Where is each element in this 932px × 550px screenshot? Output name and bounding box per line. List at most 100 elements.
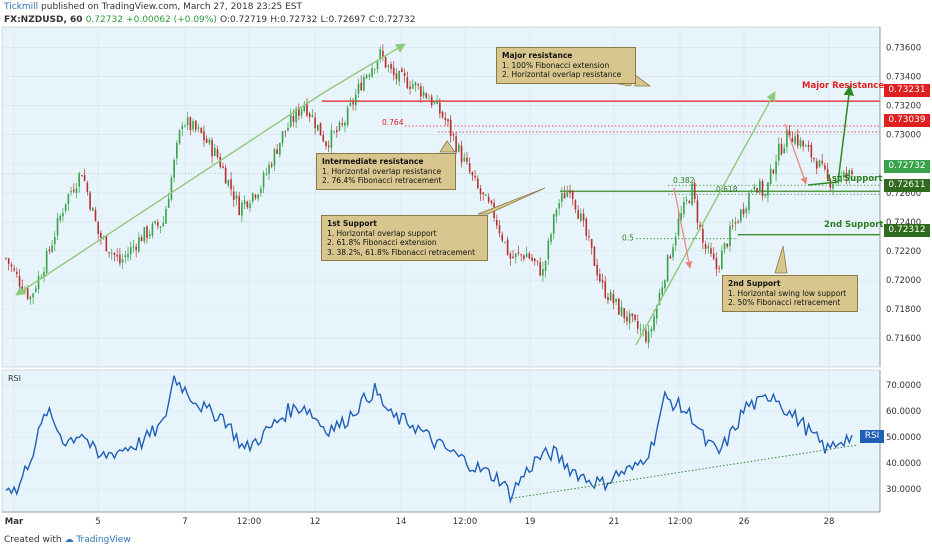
note-line: 2. 61.8% Fibonacci extension bbox=[327, 238, 437, 247]
symbol-name[interactable]: FX:NZDUSD, 60 bbox=[4, 15, 83, 25]
candle-body bbox=[718, 267, 720, 269]
candle-body bbox=[566, 190, 569, 197]
candle-body bbox=[29, 296, 32, 300]
candle-body bbox=[72, 189, 75, 192]
candle-body bbox=[181, 125, 184, 129]
candle-body bbox=[791, 138, 794, 143]
candle-body bbox=[352, 102, 354, 105]
candle-body bbox=[636, 321, 639, 329]
candle-body bbox=[208, 139, 211, 144]
candle-body bbox=[531, 257, 533, 261]
candle-body bbox=[303, 104, 306, 111]
note-title: 1st Support bbox=[327, 219, 377, 228]
candle-body bbox=[672, 247, 674, 257]
candle-body bbox=[53, 236, 56, 245]
author-link[interactable]: Tickmill bbox=[4, 2, 39, 12]
trend-arrows bbox=[15, 43, 855, 346]
price-tick-label: 0.72000 bbox=[886, 276, 921, 286]
time-tick-label: 14 bbox=[396, 517, 407, 527]
candle-body bbox=[83, 174, 86, 181]
candle-body bbox=[18, 276, 21, 287]
candle-body bbox=[669, 256, 672, 259]
candle-body bbox=[213, 147, 216, 156]
price-tick-label: 0.71600 bbox=[886, 334, 921, 344]
candle-body bbox=[86, 182, 89, 192]
time-tick-label: 12:00 bbox=[237, 517, 262, 527]
candle-body bbox=[319, 122, 322, 136]
candle-body bbox=[409, 86, 411, 89]
candle-body bbox=[550, 234, 552, 242]
candle-body bbox=[604, 281, 607, 298]
candle-body bbox=[474, 175, 476, 178]
candle-body bbox=[693, 183, 696, 200]
candle-body bbox=[696, 200, 699, 223]
candle-body bbox=[512, 256, 514, 258]
candle-body bbox=[772, 169, 775, 174]
time-axis[interactable]: Mar 5 7 12:00 12 14 12:00 19 21 12:00 26 28 bbox=[2, 511, 880, 527]
candle-body bbox=[664, 280, 666, 289]
major-resistance-note: Major resistance 1. 100% Fibonacci exten… bbox=[496, 47, 636, 84]
second-support-note: 2nd Support 1. Horizontal swing low supp… bbox=[722, 275, 858, 312]
candle-body bbox=[620, 306, 623, 316]
candle-body bbox=[596, 264, 598, 276]
candle-body bbox=[634, 314, 636, 321]
candle-body bbox=[78, 173, 81, 187]
candle-body bbox=[100, 232, 102, 238]
candle-body bbox=[563, 192, 566, 199]
time-tick-label: 19 bbox=[525, 517, 536, 527]
candle-body bbox=[843, 172, 845, 178]
time-tick-label: 12:00 bbox=[668, 517, 693, 527]
candle-body bbox=[143, 227, 146, 242]
candle-body bbox=[116, 254, 118, 257]
candle-body bbox=[441, 111, 444, 118]
intermediate-resistance-price-badge: 0.73039 bbox=[884, 114, 930, 127]
candle-body bbox=[268, 164, 270, 174]
tradingview-link[interactable]: TradingView bbox=[76, 535, 131, 545]
candle-body bbox=[67, 193, 70, 205]
candle-body bbox=[476, 178, 479, 188]
candle-body bbox=[685, 199, 688, 201]
candle-body bbox=[463, 157, 466, 162]
price-axis[interactable]: 0.736000.734000.732000.730000.728000.726… bbox=[879, 27, 921, 367]
candle-body bbox=[514, 253, 517, 258]
candle-body bbox=[51, 245, 53, 253]
candle-body bbox=[561, 193, 563, 202]
candle-body bbox=[758, 180, 761, 193]
candle-body bbox=[189, 117, 192, 130]
candle-body bbox=[569, 190, 571, 194]
candle-body bbox=[157, 222, 159, 226]
candle-body bbox=[56, 218, 59, 236]
candle-body bbox=[43, 272, 45, 278]
candle-body bbox=[110, 252, 113, 254]
pullback-arrow bbox=[784, 123, 808, 185]
rsi-axis[interactable]: 70.0000 60.0000 50.0000 40.0000 30.0000 bbox=[879, 370, 921, 512]
candle-body bbox=[506, 239, 509, 255]
time-tick-label: 26 bbox=[739, 517, 750, 527]
candle-body bbox=[653, 316, 655, 331]
open-value: O:0.72719 bbox=[219, 15, 268, 25]
fib-50-label: 0.5 bbox=[622, 234, 634, 243]
uptrend-arrow bbox=[322, 43, 406, 94]
candle-body bbox=[712, 253, 715, 259]
price-tick-label: 0.73600 bbox=[886, 43, 921, 53]
candle-body bbox=[411, 84, 414, 89]
candle-body bbox=[148, 234, 151, 237]
candle-body bbox=[655, 305, 658, 319]
candle-body bbox=[677, 218, 680, 236]
candle-body bbox=[683, 201, 685, 214]
candle-body bbox=[48, 249, 51, 251]
candle-body bbox=[24, 290, 26, 292]
candle-body bbox=[764, 194, 767, 196]
first-support-label: 1st Support bbox=[826, 174, 883, 184]
high-value: H:0.72732 bbox=[270, 15, 318, 25]
candle-body bbox=[105, 235, 108, 252]
note-line: 1. Horizontal overlap support bbox=[327, 228, 437, 238]
candle-body bbox=[414, 82, 417, 86]
candle-body bbox=[227, 180, 230, 186]
publish-info: Tickmill published on TradingView.com, M… bbox=[4, 2, 302, 12]
note-title: Intermediate resistance bbox=[322, 157, 424, 166]
price-tick-label: 0.73400 bbox=[886, 73, 921, 83]
candle-body bbox=[444, 117, 447, 120]
rsi-indicator bbox=[5, 375, 859, 505]
